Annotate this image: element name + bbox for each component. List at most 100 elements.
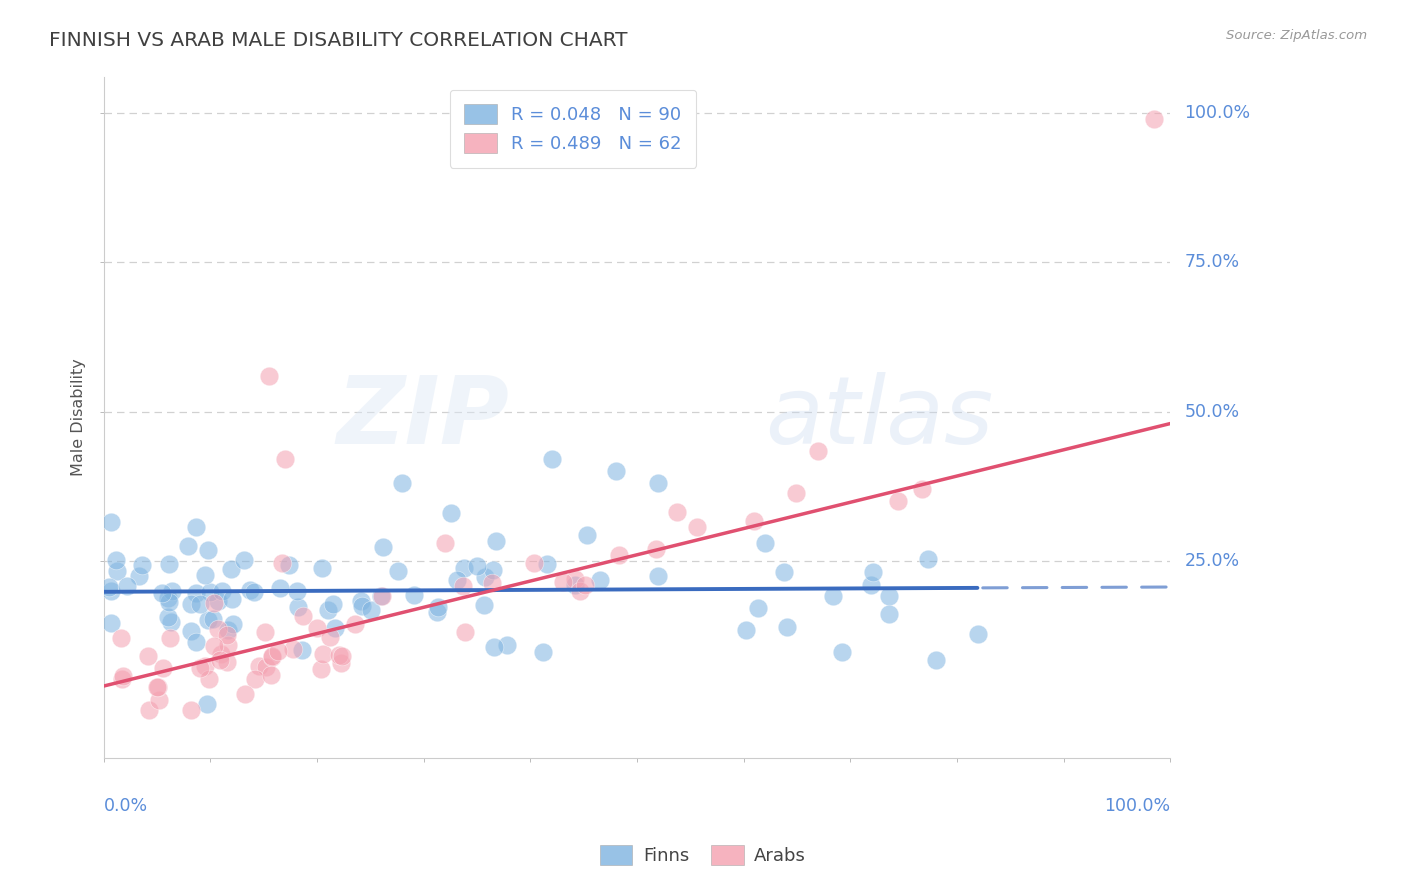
Point xyxy=(291,642,314,657)
Point xyxy=(115,579,138,593)
Point xyxy=(647,569,669,583)
Point xyxy=(128,568,150,582)
Point xyxy=(568,584,591,599)
Point xyxy=(370,589,392,603)
Point xyxy=(589,573,612,587)
Point xyxy=(197,613,219,627)
Point xyxy=(202,639,225,653)
Point xyxy=(281,642,304,657)
Point xyxy=(260,668,283,682)
Point xyxy=(157,557,180,571)
Point xyxy=(270,556,292,570)
Point xyxy=(211,583,233,598)
Point xyxy=(531,645,554,659)
Point xyxy=(536,557,558,571)
Point xyxy=(152,661,174,675)
Point xyxy=(195,697,218,711)
Point xyxy=(198,672,221,686)
Point xyxy=(311,561,333,575)
Point xyxy=(647,476,669,491)
Point xyxy=(785,485,807,500)
Point xyxy=(666,505,689,519)
Point xyxy=(269,582,291,596)
Point xyxy=(772,565,794,579)
Point xyxy=(197,542,219,557)
Point xyxy=(209,653,232,667)
Point xyxy=(217,638,239,652)
Point xyxy=(233,687,256,701)
Point xyxy=(330,656,353,670)
Point xyxy=(465,559,488,574)
Point xyxy=(104,552,127,566)
Point xyxy=(402,588,425,602)
Point xyxy=(440,506,463,520)
Point xyxy=(316,603,339,617)
Point xyxy=(454,624,477,639)
Point xyxy=(138,649,160,664)
Point xyxy=(146,681,169,695)
Point xyxy=(391,476,413,491)
Point xyxy=(862,565,884,579)
Point xyxy=(188,661,211,675)
Point xyxy=(148,692,170,706)
Text: FINNISH VS ARAB MALE DISABILITY CORRELATION CHART: FINNISH VS ARAB MALE DISABILITY CORRELAT… xyxy=(49,31,627,50)
Point xyxy=(887,494,910,508)
Point xyxy=(131,558,153,573)
Point xyxy=(426,605,449,619)
Point xyxy=(609,548,631,562)
Legend: Finns, Arabs: Finns, Arabs xyxy=(592,838,814,872)
Point xyxy=(186,520,208,534)
Text: atlas: atlas xyxy=(765,372,993,463)
Point xyxy=(350,599,373,614)
Point xyxy=(188,597,211,611)
Point xyxy=(350,594,373,608)
Point xyxy=(200,584,222,599)
Point xyxy=(823,589,845,603)
Point xyxy=(523,556,546,570)
Point xyxy=(564,577,586,591)
Point xyxy=(98,581,121,595)
Point xyxy=(540,452,562,467)
Point xyxy=(184,635,207,649)
Point xyxy=(160,615,183,630)
Y-axis label: Male Disability: Male Disability xyxy=(72,359,86,476)
Point xyxy=(482,563,505,577)
Point xyxy=(267,644,290,658)
Point xyxy=(807,444,830,458)
Point xyxy=(194,659,217,673)
Text: 100.0%: 100.0% xyxy=(1184,104,1250,122)
Text: 50.0%: 50.0% xyxy=(1184,402,1240,421)
Point xyxy=(360,603,382,617)
Point xyxy=(373,540,395,554)
Point xyxy=(111,672,134,686)
Point xyxy=(322,597,344,611)
Point xyxy=(274,452,297,467)
Point xyxy=(100,616,122,631)
Point xyxy=(239,582,262,597)
Point xyxy=(328,648,350,663)
Point xyxy=(180,703,202,717)
Point xyxy=(879,607,901,622)
Point xyxy=(243,585,266,599)
Point xyxy=(495,638,517,652)
Point xyxy=(180,597,202,611)
Point xyxy=(482,640,505,654)
Point xyxy=(831,645,853,659)
Point xyxy=(446,573,468,587)
Text: 25.0%: 25.0% xyxy=(1184,552,1240,570)
Point xyxy=(917,552,939,566)
Point xyxy=(427,599,450,614)
Point xyxy=(150,586,173,600)
Point xyxy=(859,577,882,591)
Point xyxy=(180,624,202,638)
Point xyxy=(162,584,184,599)
Point xyxy=(202,596,225,610)
Point xyxy=(910,483,932,497)
Point xyxy=(260,649,283,664)
Legend: R = 0.048   N = 90, R = 0.489   N = 62: R = 0.048 N = 90, R = 0.489 N = 62 xyxy=(450,90,696,168)
Text: Source: ZipAtlas.com: Source: ZipAtlas.com xyxy=(1226,29,1367,42)
Point xyxy=(564,572,586,586)
Point xyxy=(202,612,225,626)
Point xyxy=(207,594,229,608)
Point xyxy=(260,650,283,665)
